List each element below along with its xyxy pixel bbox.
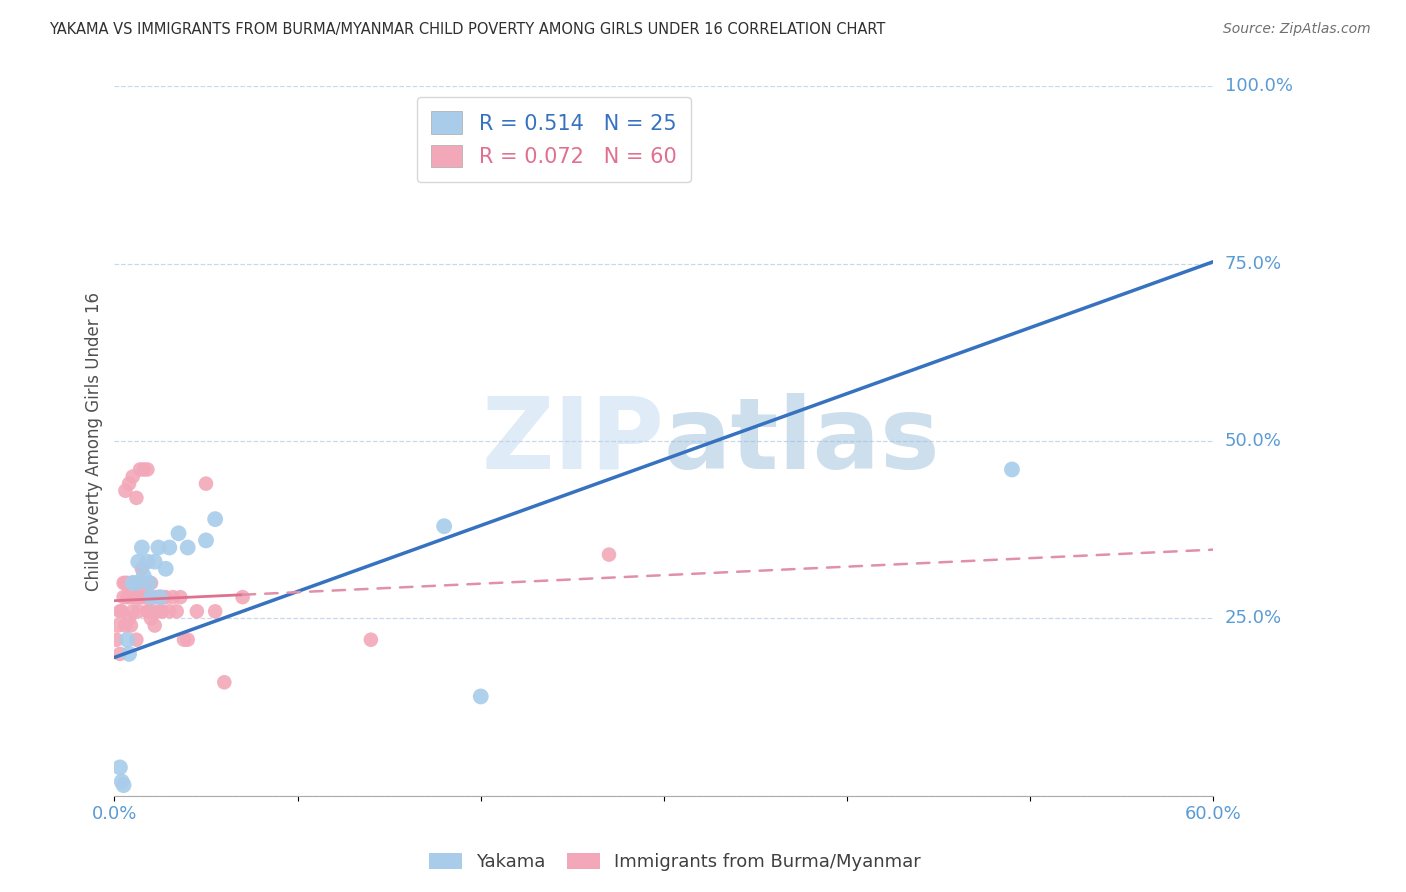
Point <box>143 555 166 569</box>
Point <box>115 590 138 604</box>
Point <box>112 778 135 792</box>
Point <box>124 590 146 604</box>
Point <box>136 462 159 476</box>
Point <box>204 604 226 618</box>
Point <box>114 618 136 632</box>
Point <box>195 476 218 491</box>
Text: YAKAMA VS IMMIGRANTS FROM BURMA/MYANMAR CHILD POVERTY AMONG GIRLS UNDER 16 CORRE: YAKAMA VS IMMIGRANTS FROM BURMA/MYANMAR … <box>49 22 886 37</box>
Point <box>195 533 218 548</box>
Text: 75.0%: 75.0% <box>1225 255 1282 273</box>
Point <box>232 590 254 604</box>
Point <box>118 647 141 661</box>
Point <box>131 541 153 555</box>
Point <box>162 590 184 604</box>
Text: 100.0%: 100.0% <box>1225 78 1292 95</box>
Point <box>132 576 155 591</box>
Point <box>118 476 141 491</box>
Point <box>111 604 134 618</box>
Point <box>149 604 172 618</box>
Point <box>143 618 166 632</box>
Point <box>166 604 188 618</box>
Point <box>115 576 138 591</box>
Point <box>112 590 135 604</box>
Point <box>125 590 148 604</box>
Point <box>433 519 456 533</box>
Point <box>121 576 143 591</box>
Point <box>107 618 129 632</box>
Point <box>120 618 142 632</box>
Point <box>139 590 162 604</box>
Point <box>167 526 190 541</box>
Point <box>125 491 148 505</box>
Point <box>155 562 177 576</box>
Point <box>145 590 167 604</box>
Point <box>153 590 176 604</box>
Point <box>114 483 136 498</box>
Point <box>132 569 155 583</box>
Point <box>176 632 198 647</box>
Point <box>114 576 136 591</box>
Point <box>186 604 208 618</box>
Point <box>108 647 131 661</box>
Text: ZIP: ZIP <box>481 392 664 490</box>
Point <box>214 675 236 690</box>
Point <box>138 576 160 591</box>
Point <box>169 590 191 604</box>
Point <box>108 604 131 618</box>
Point <box>157 604 180 618</box>
Point <box>173 632 195 647</box>
Point <box>132 462 155 476</box>
Point <box>135 590 157 604</box>
Point <box>139 611 162 625</box>
Point <box>127 555 149 569</box>
Point <box>470 690 492 704</box>
Point <box>176 541 198 555</box>
Point <box>105 632 128 647</box>
Point <box>125 632 148 647</box>
Point <box>157 541 180 555</box>
Y-axis label: Child Poverty Among Girls Under 16: Child Poverty Among Girls Under 16 <box>86 292 103 591</box>
Point <box>360 632 382 647</box>
Point <box>136 555 159 569</box>
Point <box>149 590 172 604</box>
Point <box>111 774 134 789</box>
Point <box>136 576 159 591</box>
Point <box>125 576 148 591</box>
Point <box>139 576 162 591</box>
Point <box>118 611 141 625</box>
Point <box>121 576 143 591</box>
Point <box>150 604 173 618</box>
Point <box>115 632 138 647</box>
Point <box>148 541 170 555</box>
Point <box>121 469 143 483</box>
Point <box>118 590 141 604</box>
Point <box>139 590 162 604</box>
Point <box>142 604 165 618</box>
Point <box>155 590 177 604</box>
Point <box>136 604 159 618</box>
Point <box>131 562 153 576</box>
Legend: Yakama, Immigrants from Burma/Myanmar: Yakama, Immigrants from Burma/Myanmar <box>422 846 928 879</box>
Point <box>121 604 143 618</box>
Point <box>129 462 152 476</box>
Point <box>127 576 149 591</box>
Point <box>131 590 153 604</box>
Text: 50.0%: 50.0% <box>1225 432 1281 450</box>
Point <box>138 604 160 618</box>
Point <box>598 548 620 562</box>
Legend: R = 0.514   N = 25, R = 0.072   N = 60: R = 0.514 N = 25, R = 0.072 N = 60 <box>416 97 692 182</box>
Text: 25.0%: 25.0% <box>1225 609 1282 627</box>
Point <box>204 512 226 526</box>
Point <box>108 760 131 774</box>
Point <box>127 604 149 618</box>
Point <box>129 590 152 604</box>
Point <box>1001 462 1024 476</box>
Point <box>112 576 135 591</box>
Point <box>148 590 170 604</box>
Text: Source: ZipAtlas.com: Source: ZipAtlas.com <box>1223 22 1371 37</box>
Text: atlas: atlas <box>664 392 941 490</box>
